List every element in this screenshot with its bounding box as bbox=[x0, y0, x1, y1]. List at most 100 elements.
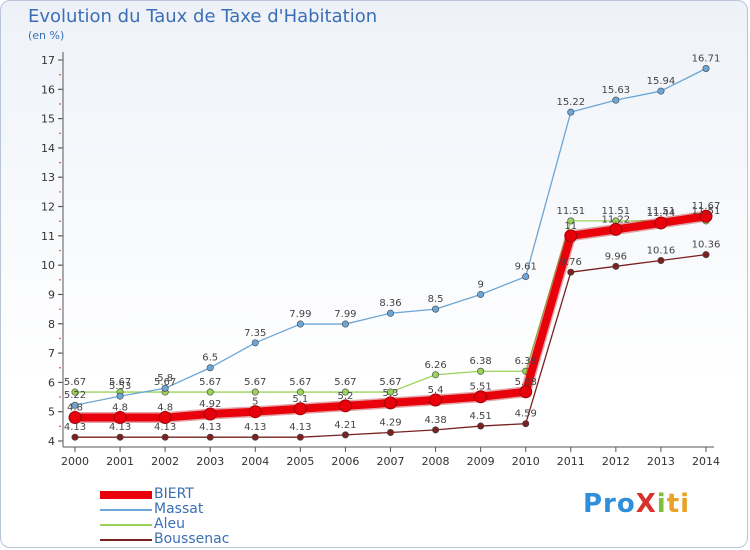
data-point-massat bbox=[206, 364, 214, 372]
data-label-biert: 5.51 bbox=[470, 382, 492, 393]
data-label-biert: 11.44 bbox=[647, 208, 676, 219]
legend-item-biert[interactable]: BIERT bbox=[100, 486, 320, 502]
data-point-biert bbox=[68, 411, 82, 425]
data-label-aleu: 5.67 bbox=[109, 377, 131, 388]
data-label-massat: 15.94 bbox=[647, 76, 676, 87]
data-point-biert bbox=[474, 390, 488, 404]
data-label-aleu: 5.67 bbox=[154, 377, 176, 388]
data-label-biert: 5.1 bbox=[292, 394, 308, 405]
data-label-boussenac: 10.16 bbox=[647, 245, 676, 256]
y-tick-label: 13 bbox=[41, 171, 55, 184]
y-axis-minor-dot bbox=[59, 366, 61, 369]
data-point-boussenac bbox=[477, 422, 485, 430]
y-tick-label: 15 bbox=[41, 113, 55, 126]
logo-part-3: i bbox=[656, 489, 667, 519]
legend-item-massat[interactable]: Massat bbox=[100, 501, 320, 517]
x-tick-label: 2004 bbox=[241, 455, 269, 468]
x-tick-label: 2006 bbox=[331, 455, 359, 468]
data-point-aleu bbox=[206, 388, 214, 396]
data-label-biert: 4.8 bbox=[67, 403, 83, 414]
data-label-boussenac: 4.13 bbox=[289, 422, 311, 433]
y-tick-label: 10 bbox=[41, 259, 55, 272]
y-axis-minor-dot bbox=[59, 73, 61, 76]
data-point-boussenac bbox=[702, 251, 710, 259]
data-label-aleu: 6.38 bbox=[470, 356, 492, 367]
data-label-massat: 9 bbox=[477, 279, 483, 290]
data-label-aleu: 5.67 bbox=[199, 377, 221, 388]
data-point-aleu bbox=[567, 217, 575, 225]
data-label-biert: 4.8 bbox=[112, 403, 128, 414]
legend-label-aleu: Aleu bbox=[154, 516, 185, 532]
legend-item-boussenac[interactable]: Boussenac bbox=[100, 531, 320, 547]
y-axis-minor-dot bbox=[59, 220, 61, 222]
data-point-massat bbox=[161, 384, 169, 392]
data-point-massat bbox=[71, 401, 79, 409]
data-label-aleu: 11.51 bbox=[602, 206, 631, 217]
data-point-massat bbox=[386, 309, 394, 317]
data-label-boussenac: 4.13 bbox=[199, 422, 221, 433]
data-point-biert bbox=[519, 385, 533, 399]
data-point-aleu bbox=[296, 388, 304, 396]
y-tick-label: 14 bbox=[41, 142, 55, 155]
y-tick-label: 11 bbox=[41, 230, 55, 243]
legend-label-massat: Massat bbox=[154, 501, 204, 517]
x-tick-label: 2008 bbox=[422, 455, 450, 468]
legend-swatch-biert bbox=[100, 491, 152, 499]
data-point-massat bbox=[702, 64, 710, 72]
data-label-boussenac: 4.21 bbox=[334, 420, 356, 431]
data-label-aleu: 5.67 bbox=[379, 377, 401, 388]
data-label-biert: 5.68 bbox=[515, 377, 537, 388]
data-point-boussenac bbox=[432, 426, 440, 434]
y-tick-label: 12 bbox=[41, 201, 55, 214]
y-tick-label: 6 bbox=[48, 376, 55, 389]
y-axis-minor-dot bbox=[59, 191, 61, 193]
data-point-boussenac bbox=[116, 433, 124, 441]
x-tick-label: 2002 bbox=[151, 455, 179, 468]
x-tick-label: 2003 bbox=[196, 455, 224, 468]
legend: BIERT Massat Aleu Boussenac bbox=[100, 486, 320, 547]
data-label-aleu: 11.51 bbox=[647, 206, 676, 217]
data-label-boussenac: 4.51 bbox=[470, 411, 492, 422]
data-point-boussenac bbox=[386, 429, 394, 437]
data-label-massat: 15.63 bbox=[602, 85, 631, 96]
y-axis-minor-dot bbox=[59, 103, 61, 105]
x-tick-label: 2007 bbox=[377, 455, 405, 468]
legend-item-aleu[interactable]: Aleu bbox=[100, 516, 320, 532]
data-point-biert bbox=[203, 407, 217, 421]
proxiti-logo: ProXiti bbox=[583, 489, 690, 519]
data-label-biert: 4.8 bbox=[157, 403, 173, 414]
y-axis-minor-dot bbox=[59, 279, 61, 281]
data-point-boussenac bbox=[522, 420, 530, 428]
data-label-massat: 7.35 bbox=[244, 328, 266, 339]
data-label-massat: 15.22 bbox=[556, 97, 585, 108]
data-label-boussenac: 4.13 bbox=[109, 422, 131, 433]
y-tick-label: 8 bbox=[48, 318, 55, 331]
data-label-massat: 5.22 bbox=[64, 390, 86, 401]
data-label-aleu: 5.67 bbox=[334, 377, 356, 388]
x-tick-label: 2011 bbox=[557, 455, 585, 468]
data-point-massat bbox=[116, 392, 124, 400]
data-point-boussenac bbox=[206, 433, 214, 441]
data-label-boussenac: 4.13 bbox=[244, 422, 266, 433]
data-label-aleu: 5.67 bbox=[289, 377, 311, 388]
data-point-massat bbox=[296, 320, 304, 328]
data-label-aleu: 5.67 bbox=[64, 377, 86, 388]
data-label-biert: 5.2 bbox=[337, 391, 353, 402]
data-point-aleu bbox=[386, 388, 394, 396]
data-label-boussenac: 4.59 bbox=[515, 409, 537, 420]
data-point-biert bbox=[293, 402, 307, 416]
x-tick-label: 2000 bbox=[61, 455, 89, 468]
data-point-boussenac bbox=[296, 433, 304, 441]
x-tick-label: 2001 bbox=[106, 455, 134, 468]
data-point-aleu bbox=[341, 388, 349, 396]
data-label-boussenac: 4.38 bbox=[424, 415, 446, 426]
x-tick-label: 2012 bbox=[602, 455, 630, 468]
data-label-massat: 5.53 bbox=[109, 381, 131, 392]
data-point-biert bbox=[113, 411, 127, 425]
data-label-massat: 8.36 bbox=[379, 298, 401, 309]
y-axis-minor-dot bbox=[59, 396, 61, 398]
x-tick-label: 2010 bbox=[512, 455, 540, 468]
legend-swatch-boussenac bbox=[100, 539, 152, 541]
